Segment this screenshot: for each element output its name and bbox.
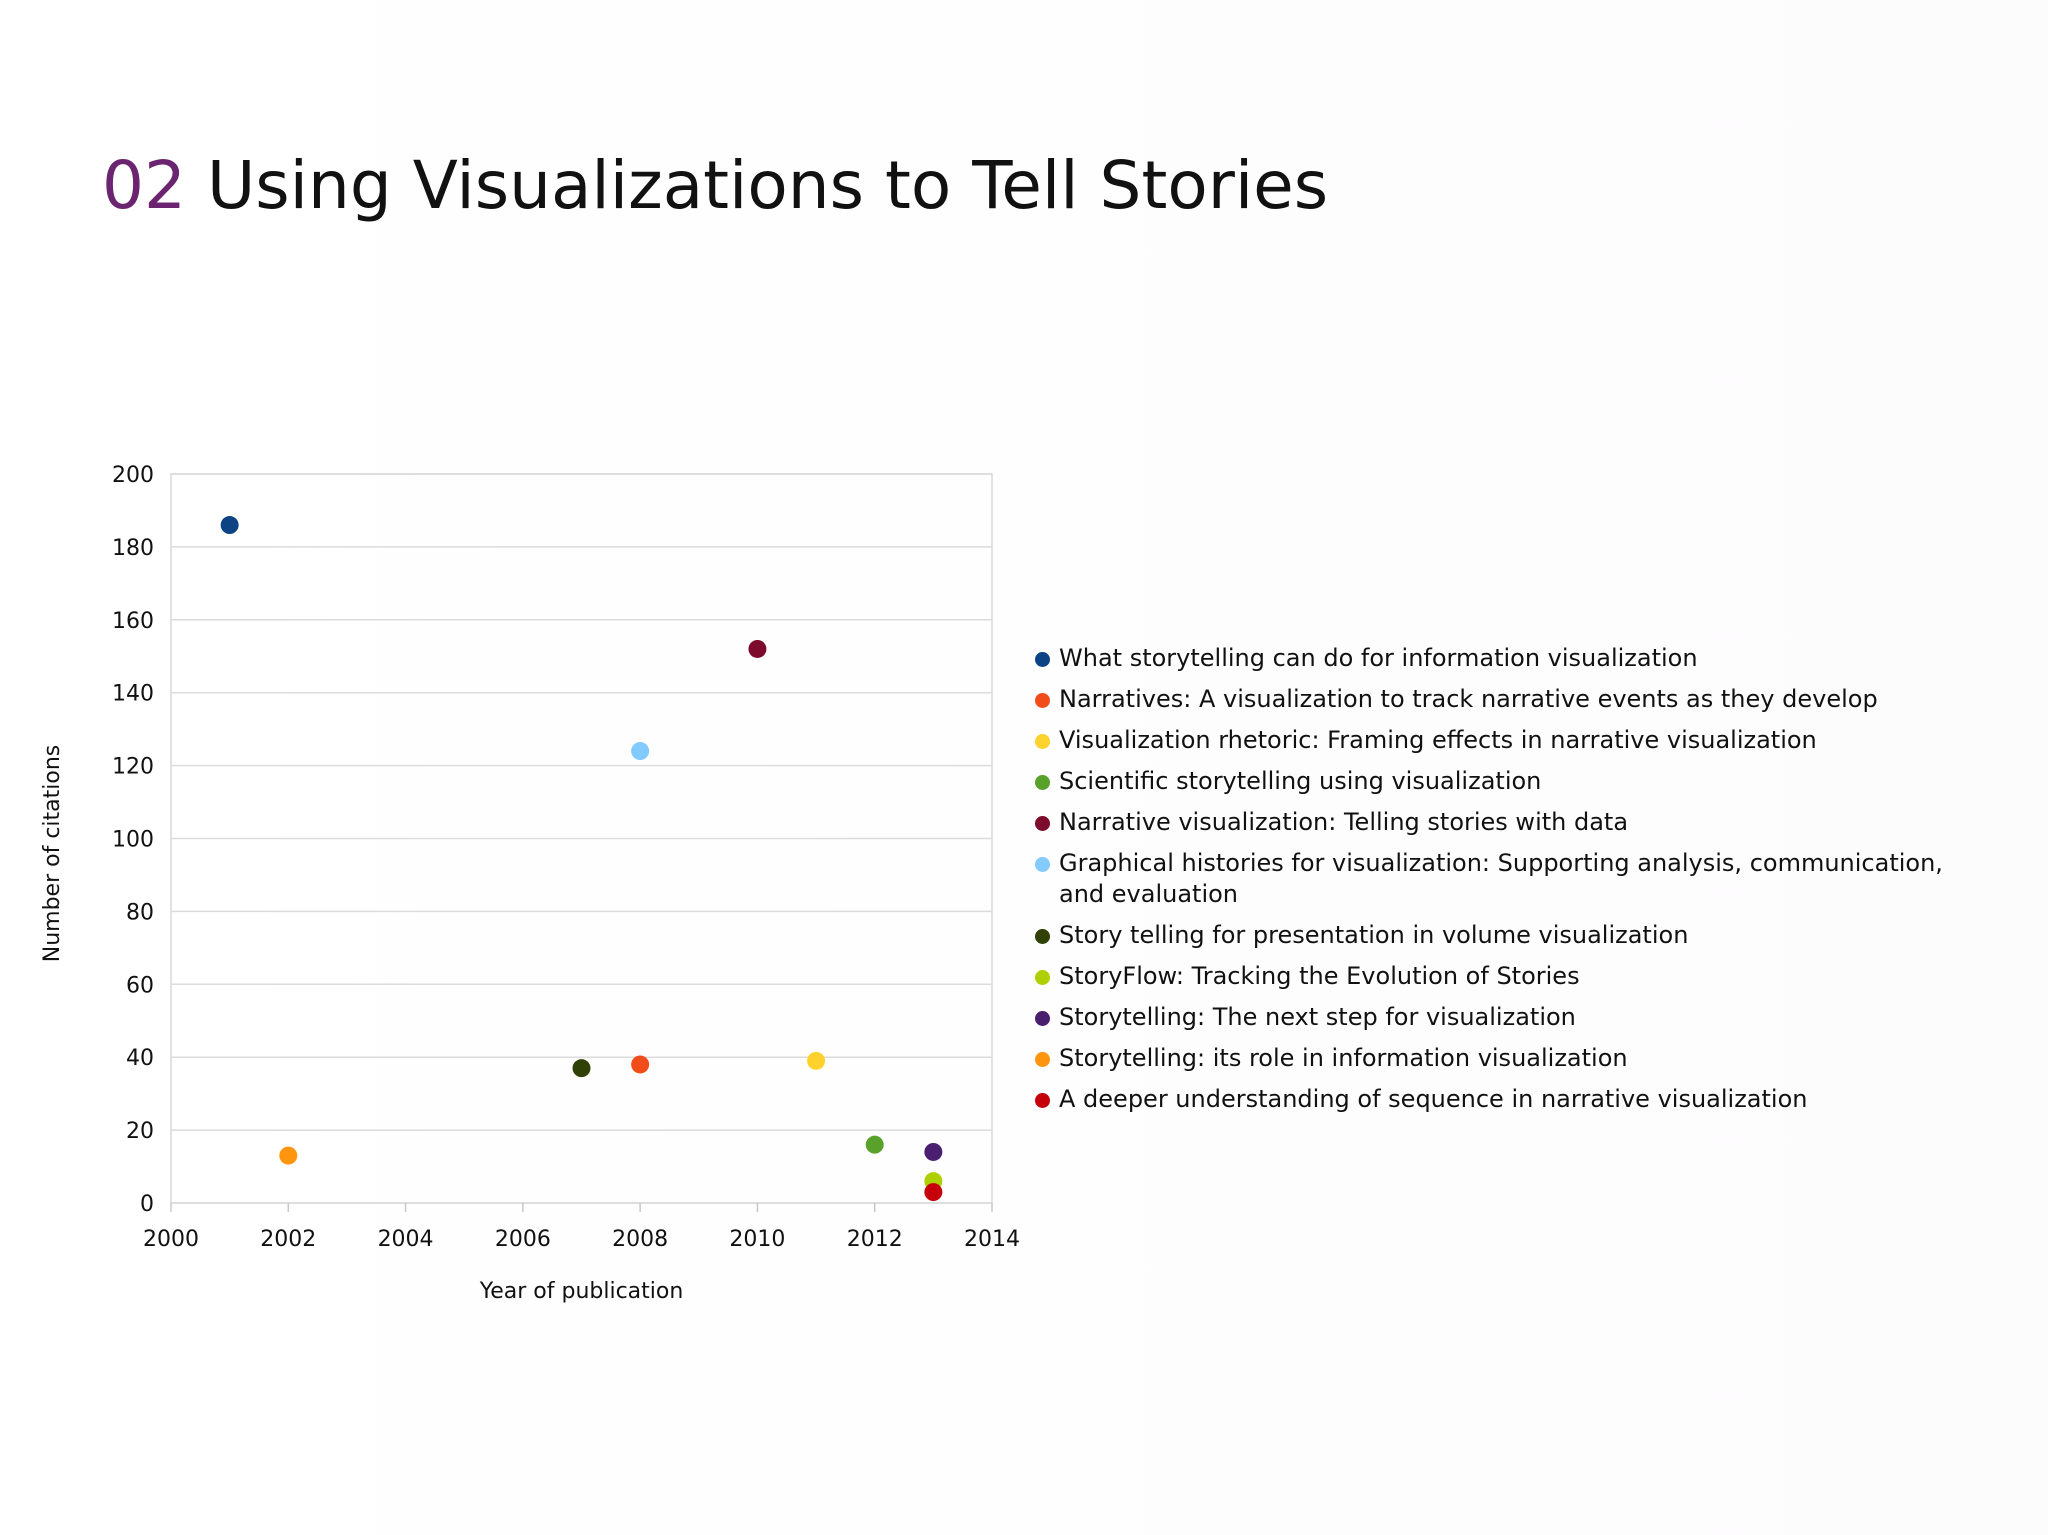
data-point: [748, 639, 767, 658]
legend-label: What storytelling can do for information…: [1059, 644, 1698, 672]
y-tick-label: 180: [112, 536, 154, 561]
data-point: [631, 1055, 650, 1074]
data-point: [807, 1051, 826, 1070]
y-tick-label: 140: [112, 682, 154, 707]
x-axis-title: Year of publication: [479, 1279, 684, 1304]
legend-item: Storytelling: The next step for visualiz…: [1032, 1002, 1992, 1033]
x-tick-label: 2014: [964, 1227, 1020, 1252]
plot-area-frame: [170, 473, 993, 1204]
axis-ticks: 0 20 40 60 80 100 120 140 160 180 200 2000 2002 2004 2…: [112, 463, 1020, 1252]
x-tick-label: 2002: [260, 1227, 316, 1252]
slide-title-text: Using Visualizations to Tell Stories: [206, 147, 1329, 224]
legend-marker: [1035, 775, 1050, 790]
y-tick-label: 60: [126, 973, 154, 998]
legend-label: Graphical histories for visualization: S…: [1059, 849, 1943, 908]
x-tick-label: 2012: [847, 1227, 903, 1252]
y-tick-label: 80: [126, 900, 154, 925]
legend-label: A deeper understanding of sequence in na…: [1059, 1085, 1808, 1113]
x-tick-label: 2006: [495, 1227, 551, 1252]
x-tick-label: 2004: [378, 1227, 434, 1252]
x-tick-label: 2010: [729, 1227, 785, 1252]
legend-item: Graphical histories for visualization: S…: [1032, 848, 1992, 910]
x-tick-label: 2008: [612, 1227, 668, 1252]
legend-marker: [1035, 816, 1050, 831]
legend-marker: [1035, 970, 1050, 985]
legend-label: Narrative visualization: Telling stories…: [1059, 808, 1629, 836]
y-axis-title: Number of citations: [40, 745, 65, 963]
legend-label: Storytelling: its role in information vi…: [1059, 1044, 1628, 1072]
legend-item: What storytelling can do for information…: [1032, 643, 1992, 674]
data-point: [572, 1059, 591, 1078]
data-point: [279, 1146, 298, 1165]
legend-marker: [1035, 693, 1050, 708]
y-tick-label: 100: [112, 828, 154, 853]
data-points: [220, 516, 943, 1202]
slide-title-number: 02: [102, 147, 186, 224]
legend-marker: [1035, 1093, 1050, 1108]
slide-title: 02 Using Visualizations to Tell Stories: [102, 146, 1328, 225]
y-tick-label: 200: [112, 463, 154, 488]
legend-item: Narrative visualization: Telling stories…: [1032, 807, 1992, 838]
legend-marker: [1035, 652, 1050, 667]
legend-label: Visualization rhetoric: Framing effects …: [1059, 726, 1817, 754]
data-point: [924, 1183, 943, 1202]
legend-marker: [1035, 1052, 1050, 1067]
y-tick-label: 0: [140, 1192, 154, 1217]
legend-item: A deeper understanding of sequence in na…: [1032, 1084, 1992, 1115]
legend-marker: [1035, 857, 1050, 872]
legend-label: Narratives: A visualization to track nar…: [1059, 685, 1878, 713]
chart-legend: What storytelling can do for information…: [1032, 643, 1992, 1125]
legend-item: Visualization rhetoric: Framing effects …: [1032, 725, 1992, 756]
y-tick-label: 160: [112, 609, 154, 634]
legend-item: StoryFlow: Tracking the Evolution of Sto…: [1032, 961, 1992, 992]
legend-label: Storytelling: The next step for visualiz…: [1059, 1003, 1576, 1031]
gridlines: [171, 473, 992, 1204]
data-point: [924, 1142, 943, 1161]
legend-item: Narratives: A visualization to track nar…: [1032, 684, 1992, 715]
legend-marker: [1035, 1011, 1050, 1026]
legend-marker: [1035, 734, 1050, 749]
legend-label: StoryFlow: Tracking the Evolution of Sto…: [1059, 962, 1580, 990]
legend-label: Story telling for presentation in volume…: [1059, 921, 1689, 949]
legend-item: Story telling for presentation in volume…: [1032, 920, 1992, 951]
legend-marker: [1035, 929, 1050, 944]
y-tick-label: 40: [126, 1046, 154, 1071]
legend-item: Storytelling: its role in information vi…: [1032, 1043, 1992, 1074]
data-point: [631, 742, 650, 761]
x-tick-label: 2000: [143, 1227, 199, 1252]
legend-item: Scientific storytelling using visualizat…: [1032, 766, 1992, 797]
y-tick-label: 20: [126, 1119, 154, 1144]
y-tick-label: 120: [112, 755, 154, 780]
data-point: [220, 516, 239, 535]
legend-label: Scientific storytelling using visualizat…: [1059, 767, 1542, 795]
data-point: [865, 1135, 884, 1154]
